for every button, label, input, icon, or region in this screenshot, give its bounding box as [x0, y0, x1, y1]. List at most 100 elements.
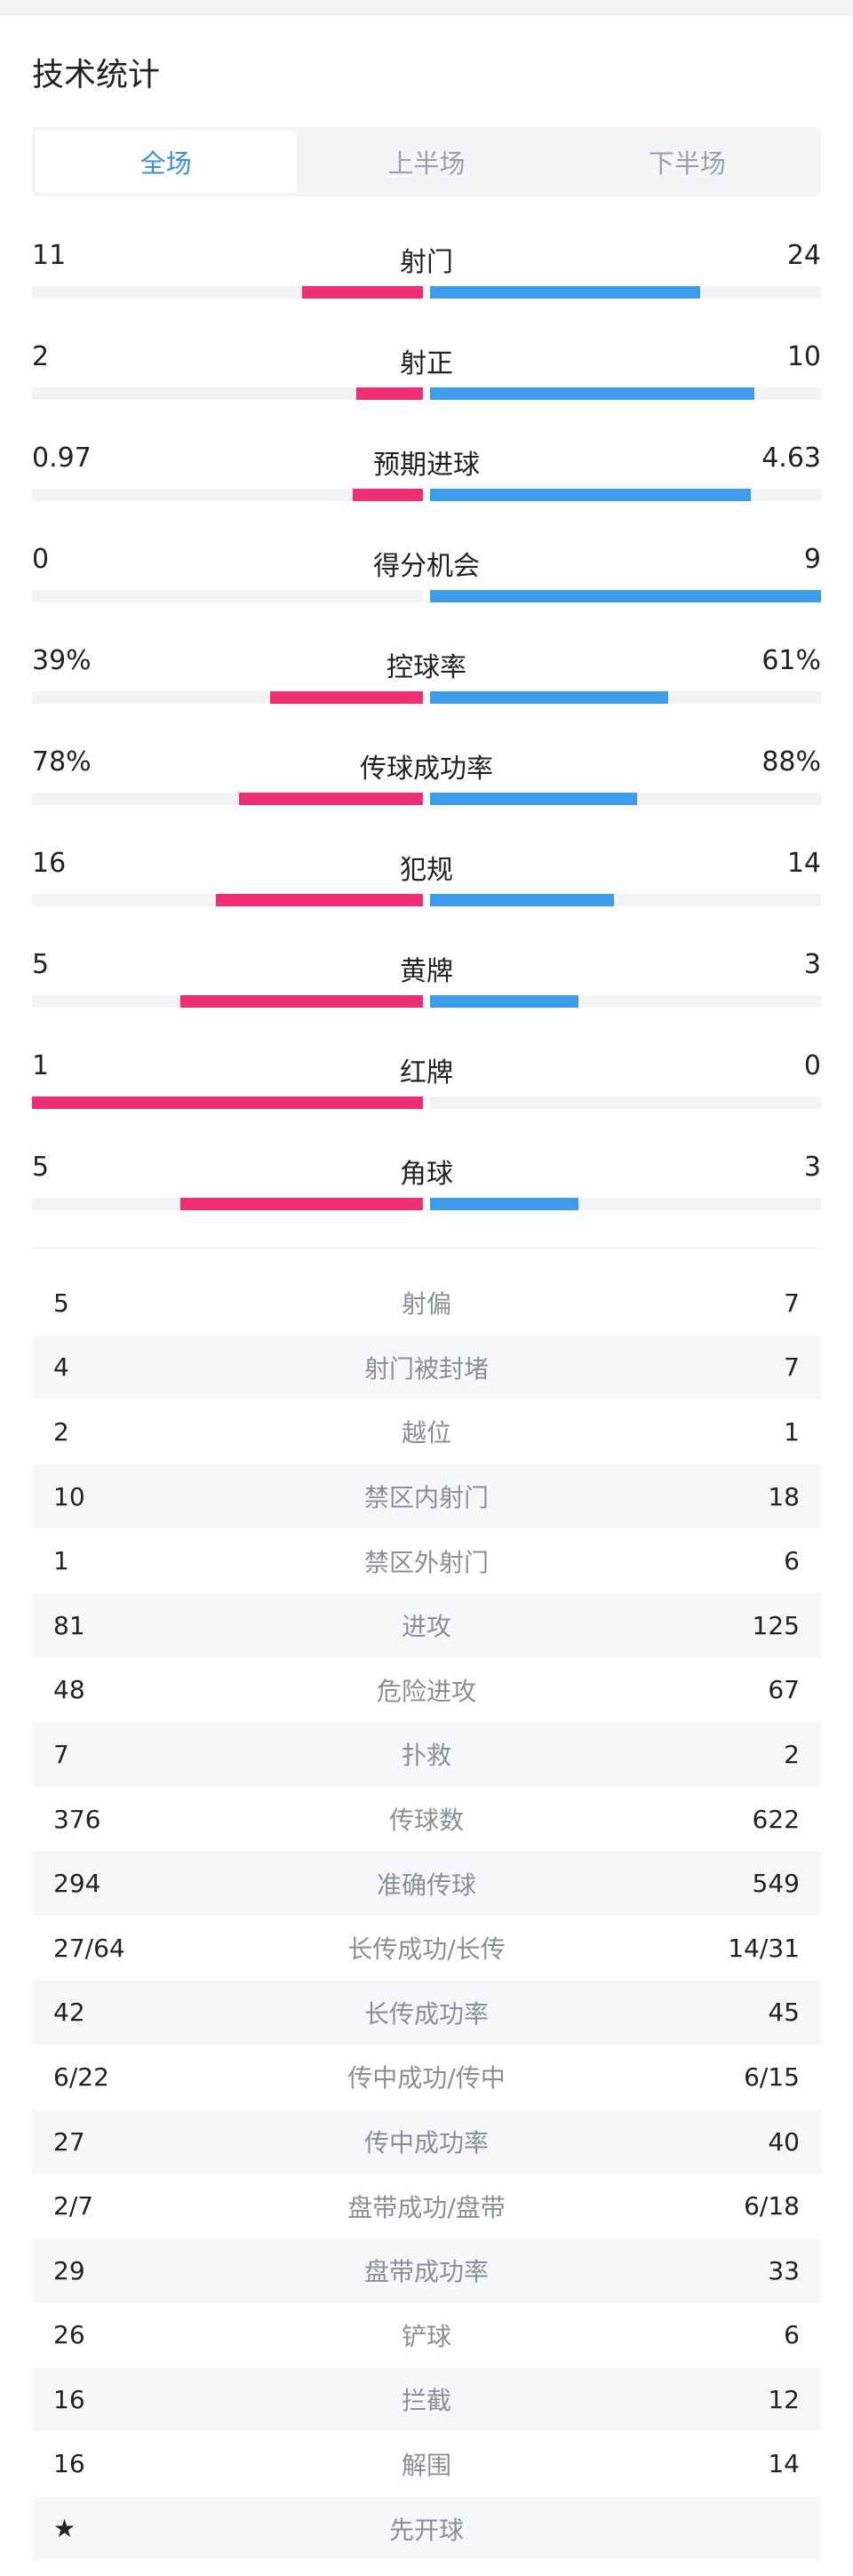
bar-stat-row: 39% 控球率 61%	[32, 634, 821, 736]
away-value: 1	[784, 1416, 800, 1447]
bar-stat-row: 0 得分机会 9	[32, 533, 821, 634]
away-value: 45	[768, 1998, 800, 2028]
bar-stat-row: 11 射门 24	[32, 229, 821, 331]
home-value: 26	[53, 2320, 85, 2350]
stat-name: 扑救	[401, 1741, 451, 1771]
home-bar	[352, 489, 423, 501]
home-bar-track	[32, 590, 423, 602]
home-value: 2	[32, 341, 50, 372]
stat-name: 盘带成功/盘带	[347, 2192, 506, 2222]
stat-name: 铲球	[401, 2321, 451, 2351]
away-value: 12	[768, 2384, 800, 2414]
stat-name: 黄牌	[400, 956, 453, 987]
bar-stat-row: 16 犯规 14	[32, 837, 821, 938]
away-bar-track	[430, 894, 821, 906]
tab-full-match[interactable]: 全场	[36, 131, 297, 193]
away-value: 40	[768, 2126, 800, 2157]
table-row: 81 进攻 125	[32, 1592, 821, 1658]
stat-name: 越位	[401, 1418, 451, 1448]
stat-name: 射门被封堵	[363, 1353, 489, 1384]
home-value: 11	[32, 240, 67, 271]
home-value: 78%	[32, 746, 92, 778]
away-bar	[430, 387, 755, 400]
home-value: ★	[53, 2514, 76, 2544]
away-bar	[430, 793, 638, 805]
home-value: 39%	[32, 645, 92, 676]
away-bar-track	[430, 387, 821, 400]
table-row: 26 铲球 6	[32, 2303, 821, 2368]
bar-stat-row: 0.97 预期进球 4.63	[32, 432, 821, 533]
away-bar-track	[430, 590, 821, 602]
table-row: 5 射偏 7	[32, 1271, 821, 1336]
home-bar	[270, 691, 423, 704]
home-value: 7	[53, 1739, 69, 1769]
bar-stats: 11 射门 24 2 射正 10 0.97 预期进球 4.63 0 得分机会 9 39% 控球率 61% 78…	[32, 229, 821, 1242]
home-value: 6/22	[53, 2062, 109, 2092]
home-value: 16	[32, 848, 67, 879]
table-row: 16 解围 14	[32, 2432, 821, 2497]
bar-stat-row: 1 红牌 0	[32, 1040, 821, 1141]
home-value: 48	[53, 1675, 85, 1705]
stat-name: 传中成功率	[363, 2128, 489, 2158]
detail-stats-table: 5 射偏 7 4 射门被封堵 7 2 越位 1 10 禁区内射门 18 1 禁区外射门 6 81 进攻 125 48…	[32, 1271, 821, 2561]
stat-name: 得分机会	[373, 551, 480, 582]
home-bar	[32, 1097, 423, 1109]
away-bar-track	[430, 286, 821, 299]
away-bar-track	[430, 691, 821, 704]
away-bar	[430, 286, 700, 299]
away-bar	[430, 590, 821, 602]
table-row: 2 越位 1	[32, 1400, 821, 1464]
away-value: 3	[803, 949, 821, 980]
stat-name: 预期进球	[373, 450, 480, 481]
table-row: 10 禁区内射门 18	[32, 1463, 821, 1529]
home-bar-track	[32, 691, 423, 704]
away-value: 4.63	[761, 443, 821, 474]
home-value: 0	[32, 544, 50, 575]
stat-name: 长传成功率	[363, 1998, 489, 2029]
away-value: 6	[784, 2320, 800, 2350]
home-value: 10	[53, 1481, 85, 1511]
home-bar	[215, 894, 423, 906]
home-bar-track	[32, 1097, 423, 1109]
home-value: 4	[53, 1352, 69, 1383]
stat-name: 盘带成功率	[363, 2257, 489, 2287]
home-value: 5	[53, 1288, 69, 1318]
away-value: 0	[803, 1050, 821, 1081]
away-bar	[430, 489, 751, 501]
table-row: 29 盘带成功率 33	[32, 2237, 821, 2303]
away-value: 125	[752, 1610, 800, 1640]
tab-second-half[interactable]: 下半场	[648, 148, 726, 179]
bar-stat-row: 5 黄牌 3	[32, 938, 821, 1040]
table-row: ★ 先开球	[32, 2496, 821, 2561]
home-value: 5	[32, 949, 50, 980]
table-row: 7 扑救 2	[32, 1722, 821, 1787]
stat-name: 禁区外射门	[363, 1547, 489, 1577]
home-bar	[180, 1198, 423, 1210]
home-bar-track	[32, 793, 423, 805]
home-value: 16	[53, 2384, 85, 2414]
home-value: 29	[53, 2255, 85, 2285]
stat-name: 长传成功/长传	[347, 1934, 506, 1965]
away-value: 14	[786, 848, 821, 879]
table-row: 1 禁区外射门 6	[32, 1528, 821, 1593]
away-value: 6/15	[744, 2062, 800, 2092]
away-bar	[430, 691, 669, 704]
away-value: 3	[803, 1152, 821, 1183]
home-value: 1	[53, 1546, 69, 1576]
home-value: 27	[53, 2126, 85, 2157]
home-value: 294	[53, 1869, 101, 1899]
table-row: 376 传球数 622	[32, 1787, 821, 1852]
table-row: 4 射门被封堵 7	[32, 1335, 821, 1400]
away-bar-track	[430, 1097, 821, 1109]
away-value: 14/31	[728, 1933, 800, 1963]
away-value: 2	[784, 1739, 800, 1769]
home-value: 2/7	[53, 2191, 94, 2221]
bar-stat-row: 5 角球 3	[32, 1141, 821, 1242]
stat-name: 准确传球	[376, 1870, 476, 1900]
stat-name: 传球数	[388, 1806, 464, 1836]
home-bar-track	[32, 1198, 423, 1210]
away-value: 18	[768, 1481, 800, 1511]
tab-first-half[interactable]: 上半场	[387, 148, 466, 179]
home-bar	[239, 793, 423, 805]
table-row: 2/7 盘带成功/盘带 6/18	[32, 2173, 821, 2238]
